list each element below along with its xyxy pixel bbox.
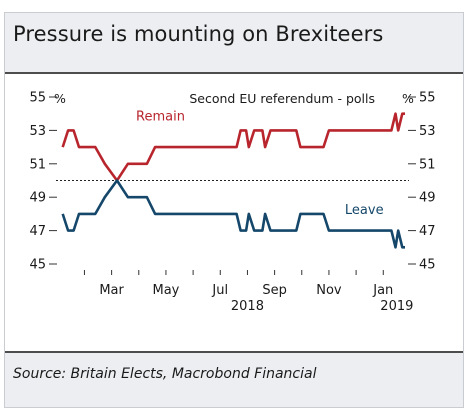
y-tick-label-right: 47 [419,224,436,239]
y-tick-label-left: 55 [29,91,46,106]
y-tick-label-left: 53 [29,124,46,139]
y-tick-label-left: 49 [29,191,46,206]
title-divider [5,72,463,74]
right-unit-label: % [402,91,414,106]
x-year-label: 2019 [380,299,413,314]
y-tick-label-right: 55 [419,91,436,106]
y-tick-label-right: 51 [419,157,436,172]
page-title: Pressure is mounting on Brexiteers [13,22,384,46]
series-label-leave: Leave [345,203,384,218]
source-note: Source: Britain Elects, Macrobond Financ… [13,366,317,382]
y-tick-label-right: 45 [419,258,436,273]
y-tick-label-right: 49 [419,191,436,206]
x-tick-label: Jul [211,283,228,298]
y-tick-label-left: 51 [29,157,46,172]
y-tick-label-left: 47 [29,224,46,239]
y-tick-label-right: 53 [419,124,436,139]
x-tick-label: Mar [99,283,124,298]
series-label-remain: Remain [136,109,185,124]
series-line-remain [61,112,405,182]
source-divider [5,351,463,353]
x-tick-label: May [152,283,179,298]
series-line-leave [61,179,405,249]
left-unit-label: % [54,91,66,106]
x-year-label: 2018 [231,299,264,314]
x-tick-label: Jan [372,283,393,298]
chart-subtitle: Second EU referendum - polls [189,91,375,106]
x-tick-label: Nov [316,283,342,298]
x-tick-label: Sep [262,283,287,298]
plot-panel [5,74,463,351]
y-tick-label-left: 45 [29,258,46,273]
